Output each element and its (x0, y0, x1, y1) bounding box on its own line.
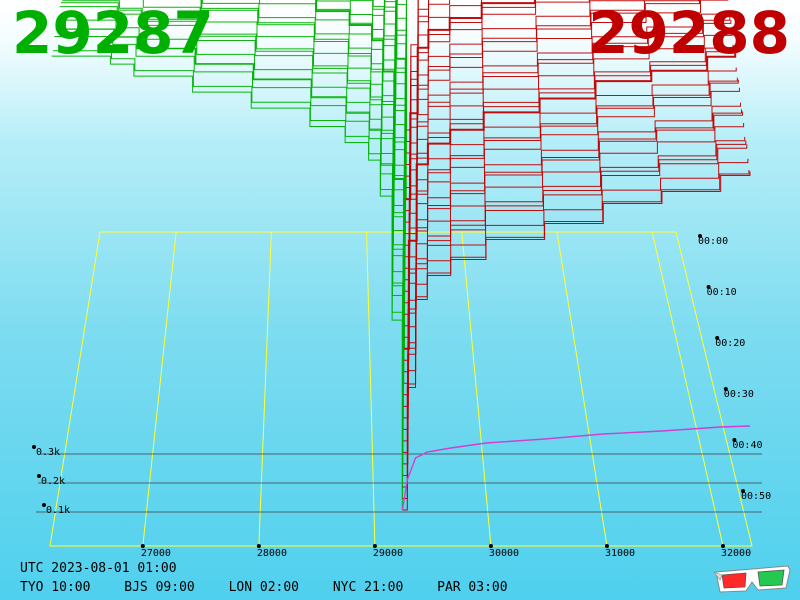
bid-profile-line (53, 50, 403, 499)
bid-profile-line (384, 0, 406, 257)
bid-profile-line (58, 19, 404, 453)
time-tick-marker (698, 234, 702, 238)
ask-profile-line (403, 123, 745, 442)
ask-profile-line (406, 0, 451, 177)
bid-profile-line (395, 0, 406, 234)
bid-profile-line (395, 0, 407, 200)
x-tick-marker (720, 544, 725, 548)
time-tick-marker (732, 438, 737, 442)
bid-profile-line (315, 0, 405, 349)
time-tick-marker (723, 387, 728, 391)
grid-line-x (651, 231, 724, 547)
bid-profile-line (372, 0, 406, 292)
utc-timestamp: UTC 2023-08-01 01:00 (20, 561, 177, 576)
ask-profile-line (404, 44, 734, 327)
depth-profiles (51, 0, 751, 511)
depth-tick-label: 0.3k (36, 447, 60, 458)
ask-profile-line (402, 158, 749, 488)
time-tick-label: 00:00 (698, 236, 728, 247)
depth-tick-marker (37, 474, 41, 478)
bid-profile-line (395, 0, 407, 211)
ask-profile-line (402, 171, 751, 511)
bid-profile-line (142, 0, 404, 407)
bid-profile-line (55, 28, 404, 476)
clock-nyc: NYC 21:00 (332, 580, 404, 595)
bid-profile-line (384, 0, 406, 269)
x-tick-label: 31000 (605, 548, 635, 559)
x-tick-marker (140, 544, 145, 548)
clock-tyo: TYO 10:00 (20, 580, 91, 595)
time-tick-label: 00:40 (732, 440, 762, 451)
depth-tick-marker (32, 445, 36, 449)
ask-profile-line (404, 32, 733, 315)
bid-profile-line (384, 0, 406, 246)
grid-line-x (258, 231, 272, 547)
time-tick-label: 00:30 (724, 389, 754, 400)
clock-par: PAR 03:00 (437, 580, 508, 595)
ask-profile-line (405, 0, 645, 235)
x-tick-marker (604, 544, 609, 548)
ask-profile-line (405, 0, 729, 269)
x-tick-label: 30000 (489, 548, 519, 559)
bid-profile-line (54, 36, 403, 487)
grid-line-x (556, 231, 608, 547)
time-tick-label: 00:50 (741, 491, 771, 502)
grid-line-x (461, 231, 492, 547)
bid-profile-line (395, 0, 406, 223)
bid-profile-line (200, 0, 404, 395)
depth-tick-label: 0.1k (46, 505, 70, 516)
ask-profile-line (404, 48, 735, 338)
ask-profile-line (404, 10, 730, 281)
floor-plane (36, 231, 762, 547)
time-tick-marker (741, 489, 745, 493)
time-tick-marker (706, 285, 711, 289)
x-tick-label: 28000 (257, 548, 287, 559)
bid-profile-line (57, 28, 404, 464)
x-tick-marker (256, 544, 261, 548)
ask-profile-line (403, 79, 739, 384)
grid-line-x (142, 231, 177, 547)
x-tick-marker (488, 544, 493, 548)
ask-profile-line (404, 17, 731, 292)
depth-tick-label: 0.2k (41, 476, 65, 487)
bid-profile-line (316, 0, 405, 338)
depth-tick-marker (42, 503, 46, 507)
bid-profile-line (383, 0, 406, 280)
bid-price: 29287 (12, 0, 214, 67)
ask-profile-line (403, 111, 744, 430)
floor-outline (49, 231, 753, 547)
clock-bjs: BJS 09:00 (124, 580, 195, 595)
3d-glasses-icon[interactable] (712, 560, 792, 596)
ask-profile-line (404, 20, 732, 304)
grid-line-x (366, 231, 376, 547)
clock-lon: LON 02:00 (228, 580, 300, 595)
world-clocks: TYO 10:00 BJS 09:00 LON 02:00 NYC 21:00 … (20, 580, 534, 595)
bid-profile-line (350, 0, 405, 315)
ask-profile-line (403, 77, 738, 373)
bid-profile-line (51, 55, 403, 510)
time-tick-marker (715, 336, 720, 340)
x-tick-label: 29000 (373, 548, 403, 559)
ask-profile-line (402, 140, 747, 465)
bid-profile-line (61, 2, 404, 430)
x-tick-label: 32000 (721, 548, 751, 559)
time-tick-label: 00:20 (715, 338, 745, 349)
ask-profile-line (403, 87, 740, 396)
time-tick-label: 00:10 (707, 287, 737, 298)
ask-profile-line (402, 170, 750, 499)
bid-profile-line (316, 0, 405, 326)
ask-front-line (401, 425, 751, 511)
x-tick-marker (372, 544, 377, 548)
ask-profile-line (403, 136, 746, 453)
x-tick-label: 27000 (141, 548, 171, 559)
bid-profile-line (201, 0, 405, 384)
ask-profile-line (403, 102, 741, 407)
bid-profile-line (372, 0, 406, 303)
